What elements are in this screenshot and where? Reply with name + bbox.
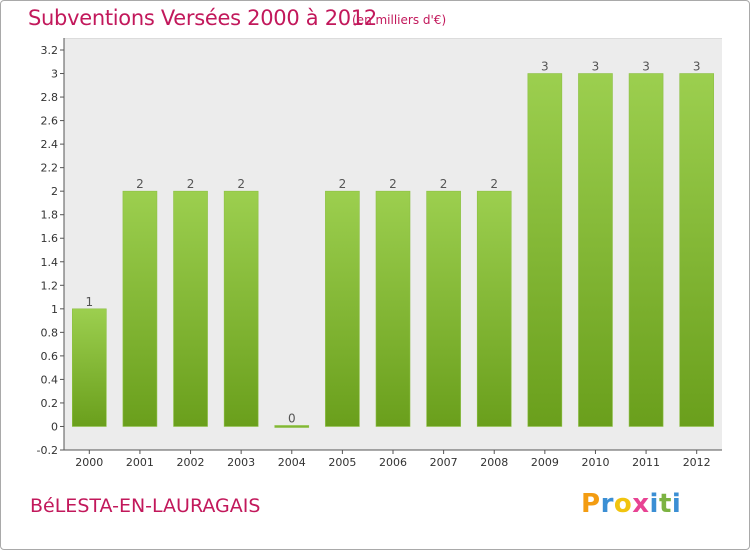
bar bbox=[476, 190, 512, 427]
y-tick-label: 2 bbox=[51, 185, 58, 198]
logo-letter: i bbox=[671, 489, 682, 519]
bar bbox=[578, 73, 613, 427]
y-tick-label: 2.8 bbox=[41, 91, 59, 104]
bar bbox=[628, 73, 664, 427]
x-tick-label: 2010 bbox=[581, 456, 609, 469]
chart-unit-subtitle: (en milliers d'€) bbox=[352, 13, 447, 27]
x-tick-label: 2004 bbox=[278, 456, 306, 469]
y-tick-label: 2.2 bbox=[41, 162, 59, 175]
logo-letter: i bbox=[649, 489, 659, 519]
y-tick-label: 0.2 bbox=[41, 397, 59, 410]
y-tick-label: 0 bbox=[51, 420, 58, 433]
x-tick-label: 2006 bbox=[379, 456, 407, 469]
bar-value-label: 3 bbox=[642, 60, 650, 74]
x-tick-label: 2011 bbox=[632, 456, 660, 469]
logo-letter: t bbox=[658, 489, 672, 519]
y-tick-label: 0.6 bbox=[41, 350, 59, 363]
bar bbox=[325, 190, 360, 427]
y-tick-label: 1 bbox=[51, 303, 58, 316]
y-tick-label: 1.6 bbox=[41, 232, 59, 245]
logo-letter: o bbox=[613, 489, 633, 519]
bar-value-label: 2 bbox=[136, 177, 144, 191]
axis-layer: -0.2 0 0.2 0.4 0.6 0.8 1 1.2 1.4 1.6 1.8 2 2.2 2.4 2.6… bbox=[37, 38, 722, 469]
x-tick-label: 2002 bbox=[177, 456, 205, 469]
bar bbox=[527, 73, 563, 427]
x-tick-label: 2003 bbox=[227, 456, 255, 469]
x-tick-label: 2009 bbox=[531, 456, 559, 469]
y-tick-label: -0.2 bbox=[37, 444, 58, 457]
bar bbox=[72, 308, 107, 427]
logo-letter: x bbox=[632, 489, 650, 519]
x-tick-label: 2012 bbox=[683, 456, 711, 469]
bar-value-label: 0 bbox=[288, 411, 296, 425]
x-tick-label: 2001 bbox=[126, 456, 154, 469]
y-tick-label: 0.4 bbox=[41, 373, 59, 386]
bar-layer: 1 2 2 2 0 2 2 2 2 3 3 3 3 bbox=[72, 60, 714, 428]
bar-value-label: 3 bbox=[541, 60, 549, 74]
bar bbox=[679, 73, 714, 427]
x-tick-label: 2000 bbox=[75, 456, 103, 469]
x-tick-label: 2008 bbox=[480, 456, 508, 469]
bar-value-label: 3 bbox=[592, 60, 600, 74]
bar bbox=[173, 190, 208, 427]
bar bbox=[426, 190, 461, 427]
y-tick-label: 3 bbox=[51, 68, 58, 81]
bar bbox=[375, 190, 411, 427]
commune-name: BéLESTA-EN-LAURAGAIS bbox=[30, 495, 261, 517]
bar-value-label: 2 bbox=[339, 177, 347, 191]
x-tick-label: 2005 bbox=[328, 456, 356, 469]
bar bbox=[122, 190, 158, 427]
y-tick-label: 1.4 bbox=[41, 256, 59, 269]
x-tick-label: 2007 bbox=[430, 456, 458, 469]
y-tick-label: 2.6 bbox=[41, 115, 59, 128]
bar-value-label: 2 bbox=[440, 177, 448, 191]
y-tick-label: 0.8 bbox=[41, 326, 59, 339]
logo-letter: P bbox=[581, 489, 601, 519]
bar bbox=[223, 190, 259, 427]
chart-title: Subventions Versées 2000 à 2012 bbox=[28, 6, 377, 30]
y-tick-label: 1.2 bbox=[41, 279, 59, 292]
y-tick-label: 2.4 bbox=[41, 138, 59, 151]
y-tick-label: 1.8 bbox=[41, 209, 59, 222]
bar-value-label: 2 bbox=[389, 177, 397, 191]
logo-letter: r bbox=[600, 489, 614, 519]
bar-value-label: 2 bbox=[237, 177, 245, 191]
bar-value-label: 1 bbox=[85, 295, 93, 309]
bar-value-label: 2 bbox=[187, 177, 195, 191]
bar-value-label: 3 bbox=[693, 60, 701, 74]
y-tick-label: 3.2 bbox=[41, 44, 59, 57]
bar-value-label: 2 bbox=[490, 177, 498, 191]
bar bbox=[274, 425, 310, 428]
